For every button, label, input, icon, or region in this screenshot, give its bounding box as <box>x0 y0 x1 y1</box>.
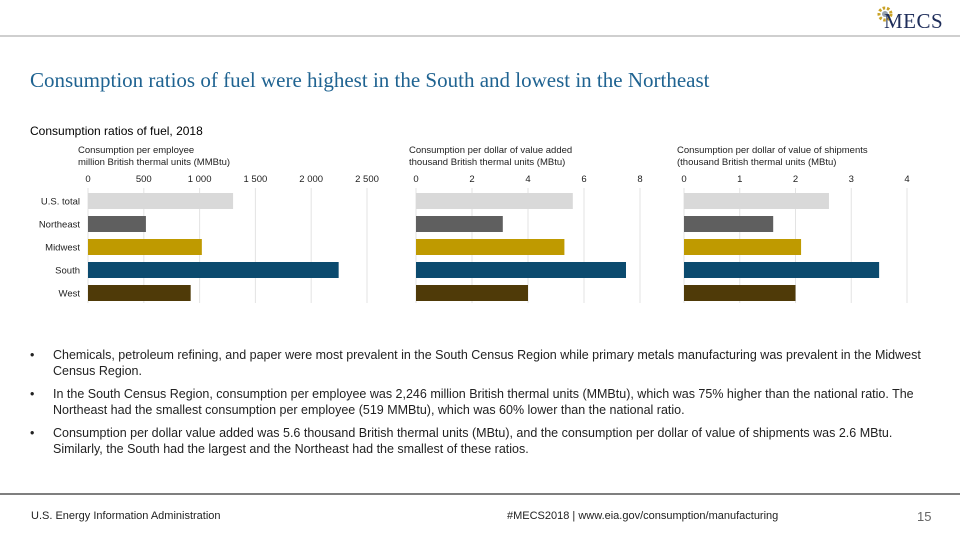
footer-divider <box>0 493 960 495</box>
bar-south <box>416 262 626 278</box>
panel-1-title: Consumption per employee <box>78 145 195 156</box>
tick-label: 1 500 <box>244 174 268 185</box>
bar-west <box>88 285 191 301</box>
bar-south <box>684 262 880 278</box>
bar-northeast <box>684 216 774 232</box>
bar-west <box>684 285 796 301</box>
bar-northeast <box>88 216 146 232</box>
tick-label: 1 000 <box>188 174 212 185</box>
panel-3-labels: Consumption per dollar of value of shipm… <box>677 145 868 169</box>
panel-3-title: Consumption per dollar of value of shipm… <box>677 145 868 156</box>
bullet-dot: • <box>30 348 35 362</box>
page-number: 15 <box>917 509 932 524</box>
bar-west <box>416 285 528 301</box>
tick-label: 0 <box>681 174 686 185</box>
slide-title: Consumption ratios of fuel were highest … <box>30 68 710 92</box>
bar-u-s-total <box>88 193 234 209</box>
category-label: West <box>59 289 81 300</box>
category-label: Northeast <box>39 220 81 231</box>
header-divider <box>0 35 960 37</box>
footer-link[interactable]: #MECS2018 | www.eia.gov/consumption/manu… <box>507 510 779 522</box>
tick-label: 2 000 <box>299 174 323 185</box>
tick-label: 2 <box>793 174 798 185</box>
bullet-list: • Chemicals, petroleum refining, and pap… <box>30 347 935 464</box>
tick-label: 0 <box>413 174 418 185</box>
tick-label: 0 <box>85 174 90 185</box>
category-label: U.S. total <box>41 197 80 208</box>
category-label: South <box>55 266 80 277</box>
bullet-text: Chemicals, petroleum refining, and paper… <box>53 348 921 378</box>
mecs-logo: MECS <box>884 9 944 33</box>
panel-3-unit: (thousand British thermal units (MBtu) <box>677 157 837 168</box>
tick-label: 1 <box>737 174 742 185</box>
bullet-item: • Chemicals, petroleum refining, and pap… <box>30 347 935 379</box>
category-label: Midwest <box>45 243 80 254</box>
bar-midwest <box>416 239 565 255</box>
bar-u-s-total <box>684 193 829 209</box>
footer-source: U.S. Energy Information Administration <box>31 510 221 522</box>
panel-1-labels: Consumption per employee million British… <box>78 145 230 169</box>
tick-label: 2 <box>469 174 474 185</box>
bullet-item: • In the South Census Region, consumptio… <box>30 386 935 418</box>
tick-label: 4 <box>525 174 530 185</box>
bar-midwest <box>684 239 802 255</box>
bar-south <box>88 262 339 278</box>
fuel-ratio-charts: 0 500 1 000 1 500 2 000 2 500 0 2 4 6 8 0 1 2 3 4 U.S. t… <box>39 174 910 303</box>
bar-u-s-total <box>416 193 573 209</box>
gear-logo-icon <box>877 6 893 22</box>
chart-heading: Consumption ratios of fuel, 2018 <box>30 124 203 138</box>
panel-2-labels: Consumption per dollar of value added th… <box>409 145 572 169</box>
bullet-item: • Consumption per dollar value added was… <box>30 425 935 457</box>
tick-label: 2 500 <box>355 174 379 185</box>
bar-midwest <box>88 239 202 255</box>
tick-label: 3 <box>849 174 854 185</box>
tick-label: 500 <box>136 174 152 185</box>
bullet-text: Consumption per dollar value added was 5… <box>53 426 893 456</box>
bullet-dot: • <box>30 426 35 440</box>
bar-northeast <box>416 216 503 232</box>
panel-1-unit: million British thermal units (MMBtu) <box>78 157 231 168</box>
tick-label: 4 <box>904 174 909 185</box>
bullet-text: In the South Census Region, consumption … <box>53 387 914 417</box>
panel-2-unit: thousand British thermal units (MBtu) <box>409 157 566 168</box>
bullet-dot: • <box>30 387 35 401</box>
panel-2-title: Consumption per dollar of value added <box>409 145 573 156</box>
tick-label: 6 <box>581 174 586 185</box>
tick-label: 8 <box>637 174 642 185</box>
